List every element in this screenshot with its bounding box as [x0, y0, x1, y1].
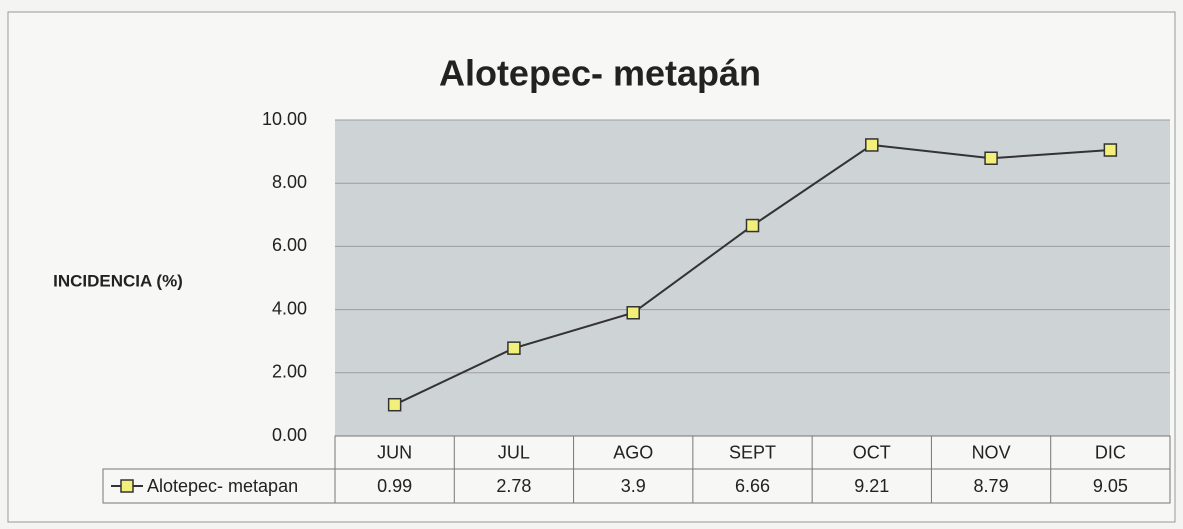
x-tick-label: SEPT	[729, 442, 776, 462]
y-tick-label: 0.00	[272, 425, 307, 445]
legend-label: Alotepec- metapan	[147, 476, 298, 496]
plot-area	[335, 120, 1170, 436]
table-value: 8.79	[974, 476, 1009, 496]
marker	[626, 306, 640, 320]
x-tick-label: OCT	[853, 442, 891, 462]
marker	[507, 341, 521, 355]
table-value: 0.99	[377, 476, 412, 496]
x-tick-label: DIC	[1095, 442, 1126, 462]
x-tick-label: AGO	[613, 442, 653, 462]
marker	[387, 397, 402, 412]
chart-title: Alotepec- metapán	[439, 53, 761, 94]
marker	[865, 138, 879, 152]
table-value: 9.05	[1093, 476, 1128, 496]
x-tick-label: JUN	[377, 442, 412, 462]
marker	[1103, 143, 1118, 157]
marker	[745, 218, 760, 233]
x-tick-label: JUL	[498, 442, 530, 462]
marker	[984, 151, 998, 165]
table-value: 9.21	[854, 476, 889, 496]
y-tick-label: 6.00	[272, 235, 307, 255]
table-value: 6.66	[735, 476, 770, 496]
table-value: 2.78	[496, 476, 531, 496]
y-tick-label: 10.00	[262, 109, 307, 129]
y-tick-label: 2.00	[272, 362, 307, 382]
y-tick-label: 8.00	[272, 172, 307, 192]
y-axis-label: INCIDENCIA (%)	[53, 271, 183, 290]
table-value: 3.9	[621, 476, 646, 496]
y-tick-label: 4.00	[272, 298, 307, 318]
x-tick-label: NOV	[972, 442, 1011, 462]
legend-marker	[120, 479, 134, 493]
